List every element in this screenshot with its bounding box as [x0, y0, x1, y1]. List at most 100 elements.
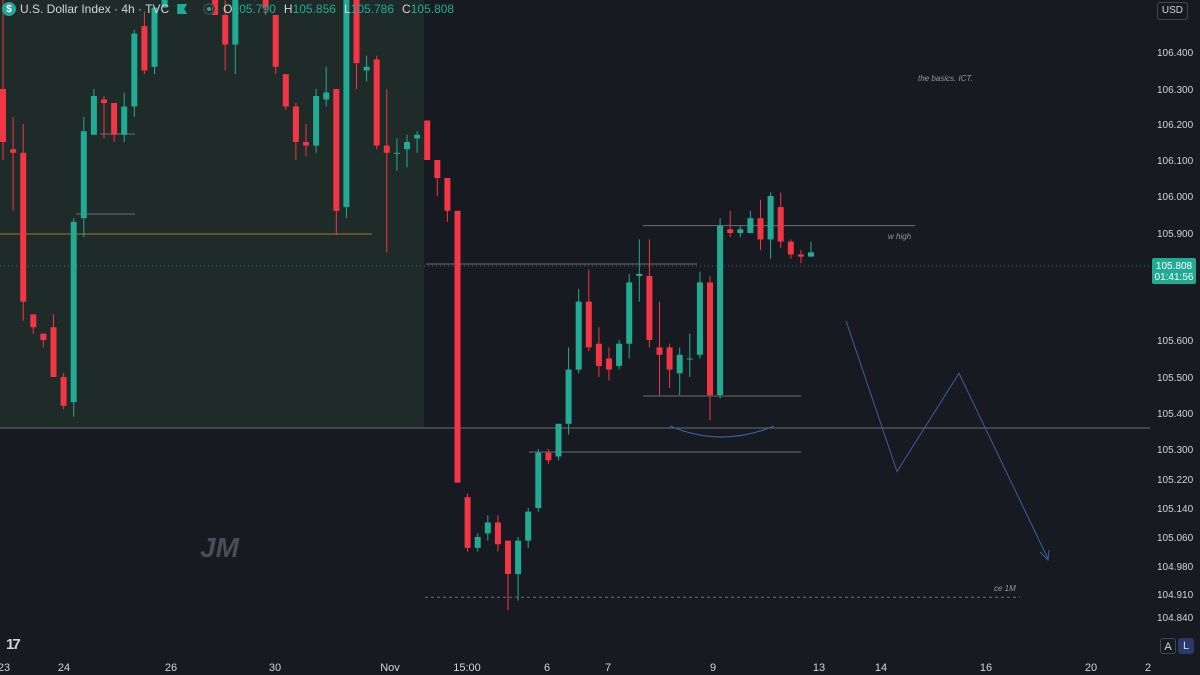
- candle: [646, 239, 653, 348]
- candle: [414, 131, 421, 153]
- time-axis[interactable]: 23 24 26 30 Nov 15:00 6 7 9 13 14 16 20 2: [0, 662, 1151, 674]
- candle: [90, 89, 97, 135]
- annotation-the-basics: the basics. ICT.: [918, 74, 973, 83]
- candle: [232, 0, 239, 75]
- candle: [383, 89, 390, 253]
- candle: [484, 515, 491, 541]
- price-tick-label: 104.840: [1157, 613, 1194, 624]
- market-status-icon[interactable]: [203, 3, 216, 15]
- candle: [262, 0, 269, 15]
- candle: [595, 327, 602, 377]
- price-tick-label: 106.100: [1157, 156, 1194, 167]
- time-tick-label: 2: [1145, 662, 1151, 674]
- candle: [656, 301, 663, 395]
- candle: [333, 89, 340, 236]
- candle: [585, 269, 592, 352]
- candle: [525, 508, 532, 548]
- candle: [141, 11, 148, 75]
- price-tick-label: 105.220: [1157, 475, 1194, 486]
- candle: [444, 178, 451, 222]
- candle: [272, 15, 279, 75]
- price-tick-label: 106.300: [1157, 85, 1194, 96]
- candle: [404, 134, 410, 168]
- candle: [545, 449, 552, 464]
- tradingview-logo-icon[interactable]: 17: [6, 636, 21, 653]
- time-tick-label: 14: [875, 662, 887, 674]
- last-price-value: 105.808: [1156, 261, 1193, 272]
- price-tick-label: 106.400: [1157, 48, 1194, 59]
- candle: [737, 225, 744, 238]
- candle: [696, 271, 703, 359]
- candle: [393, 138, 400, 171]
- candle: [505, 540, 511, 611]
- candle: [161, 0, 168, 8]
- candle: [676, 347, 683, 395]
- dollar-logo-icon: $: [2, 2, 16, 16]
- time-tick-label: Nov: [380, 662, 400, 674]
- candle: [494, 515, 501, 552]
- price-tick-label: 104.980: [1157, 562, 1194, 573]
- symbol-header: $ U.S. Dollar Index · 4h · TVC O105.790 …: [2, 0, 454, 18]
- projection-arrowhead: [1039, 549, 1050, 562]
- price-tick-label: 106.200: [1157, 120, 1194, 131]
- time-tick-label: 13: [813, 662, 825, 674]
- candle: [111, 103, 118, 142]
- ohlc-open: O105.790: [223, 2, 276, 16]
- currency-selector[interactable]: USD: [1156, 2, 1188, 20]
- candle: [131, 29, 138, 117]
- symbol-title[interactable]: U.S. Dollar Index · 4h · TVC: [20, 2, 170, 16]
- candle: [454, 210, 461, 483]
- annotation-ce-1m: ce 1M: [994, 584, 1016, 593]
- candle: [20, 124, 27, 321]
- candle: [565, 347, 572, 435]
- zone-shading: [0, 0, 424, 428]
- candle: [616, 340, 623, 370]
- candle: [10, 117, 17, 211]
- auto-scale-button[interactable]: A: [1160, 638, 1176, 654]
- time-tick-label: 30: [269, 662, 281, 674]
- candle: [606, 347, 612, 381]
- price-tick-label: 105.300: [1157, 445, 1194, 456]
- time-tick-label: 7: [605, 662, 611, 674]
- candle: [373, 55, 380, 150]
- candle: [151, 7, 158, 75]
- candle: [434, 160, 441, 196]
- price-tick-label: 104.910: [1157, 590, 1194, 601]
- time-tick-label: 20: [1085, 662, 1097, 674]
- flag-icon[interactable]: [177, 4, 188, 14]
- projection-path: [845, 320, 1050, 562]
- candle: [222, 0, 229, 71]
- candle: [80, 117, 87, 238]
- log-scale-button[interactable]: L: [1178, 638, 1194, 654]
- candle: [747, 210, 754, 233]
- candle: [515, 537, 522, 601]
- rounded-bottom-curve: [669, 425, 775, 438]
- candle: [727, 210, 734, 238]
- time-tick-label: 6: [544, 662, 550, 674]
- candle: [323, 66, 330, 107]
- candle: [363, 55, 370, 82]
- time-tick-label: 15:00: [453, 662, 481, 674]
- candle: [808, 241, 814, 257]
- candle: [757, 199, 764, 251]
- ohlc-high: H105.856: [283, 2, 336, 16]
- candle: [717, 218, 724, 399]
- candle: [535, 449, 542, 512]
- price-tick-label: 105.060: [1157, 533, 1194, 544]
- time-tick-label: 16: [980, 662, 992, 674]
- candle: [292, 103, 299, 160]
- price-tick-label: 105.140: [1157, 504, 1194, 515]
- ohlc-low: L105.786: [343, 2, 395, 16]
- price-tick-label: 105.900: [1157, 229, 1194, 240]
- time-tick-label: 23: [0, 662, 10, 674]
- time-tick-label: 24: [58, 662, 70, 674]
- price-tick-label: 106.000: [1157, 192, 1194, 203]
- price-tick-label: 105.500: [1157, 373, 1194, 384]
- candle: [797, 250, 804, 264]
- candle: [70, 218, 77, 417]
- candle: [60, 373, 67, 410]
- price-axis[interactable]: 106.400 106.300 106.200 106.100 106.000 105.9…: [1157, 48, 1194, 624]
- candle: [353, 0, 360, 89]
